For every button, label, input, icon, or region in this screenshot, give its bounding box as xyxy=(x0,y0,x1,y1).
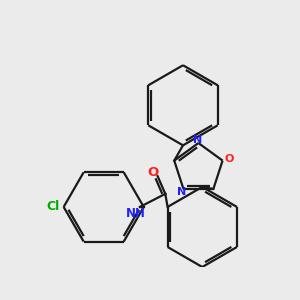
Text: N: N xyxy=(193,135,202,145)
Text: O: O xyxy=(224,154,233,164)
Text: O: O xyxy=(147,166,159,179)
Text: NH: NH xyxy=(126,207,146,220)
Text: Cl: Cl xyxy=(46,200,59,213)
Text: N: N xyxy=(176,187,186,197)
